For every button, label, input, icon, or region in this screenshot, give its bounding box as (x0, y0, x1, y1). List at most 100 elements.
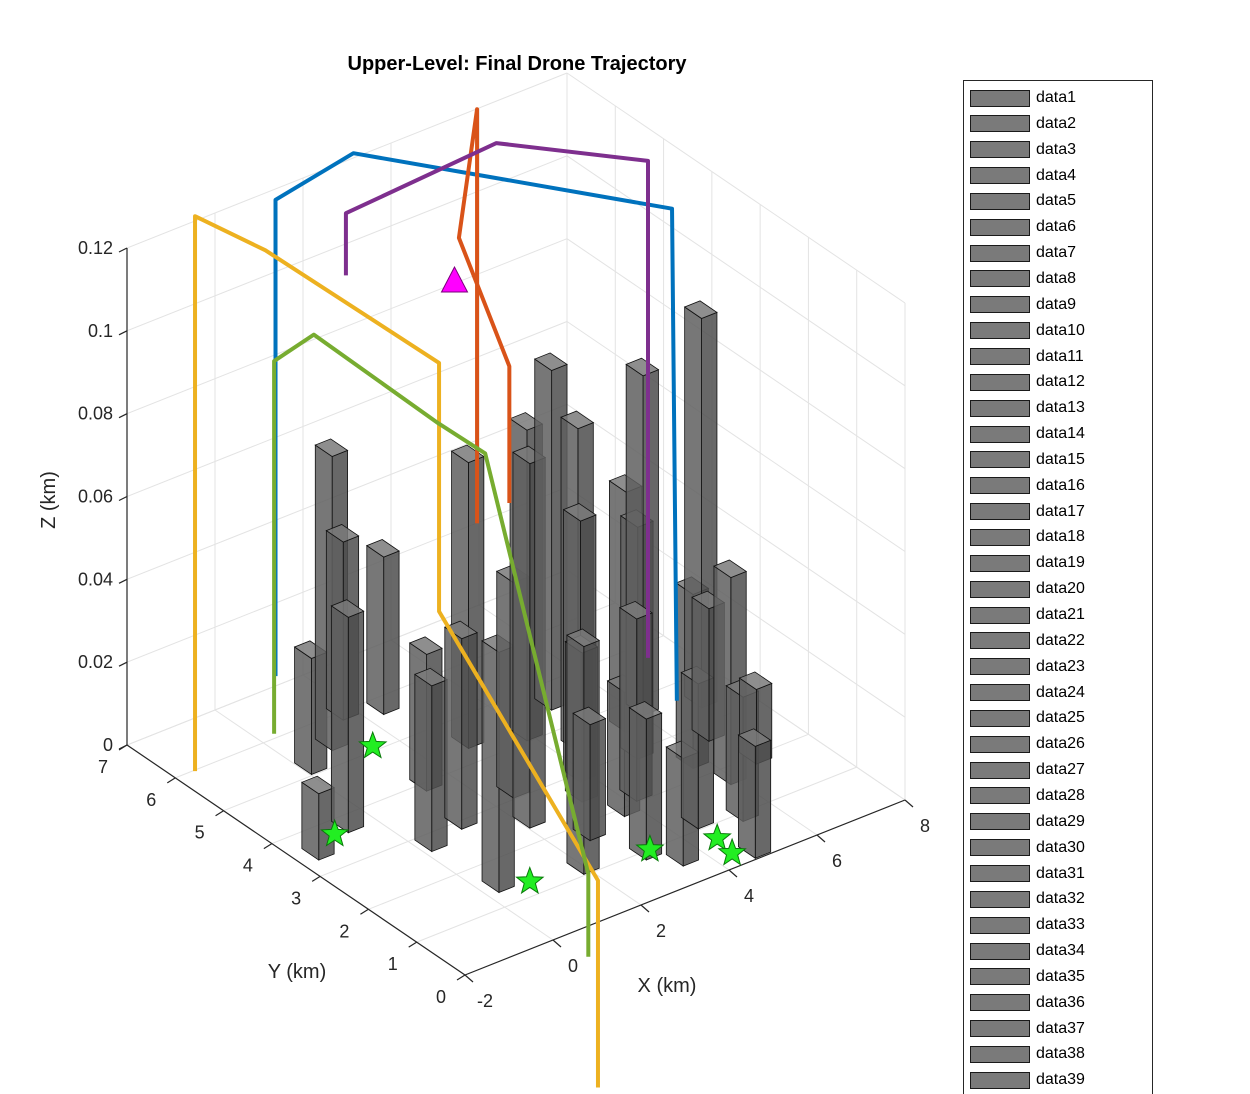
legend-entry: data28 (970, 785, 1085, 807)
legend-label: data13 (1036, 399, 1085, 417)
legend-label: data39 (1036, 1071, 1085, 1089)
legend-label: data5 (1036, 192, 1077, 210)
legend-swatch (970, 141, 1030, 159)
legend-label: data4 (1036, 166, 1077, 184)
start-marker (320, 818, 350, 847)
x-tick-label: -2 (477, 991, 493, 1011)
legend-entry: data9 (970, 294, 1076, 316)
legend-label: data11 (1036, 347, 1084, 365)
legend-swatch (970, 1020, 1030, 1038)
legend-label: data1 (1036, 89, 1077, 106)
y-axis-line (126, 744, 466, 976)
x-tick-label: 2 (656, 921, 666, 941)
legend-swatch (970, 554, 1030, 572)
start-marker (635, 833, 665, 862)
trajectories (193, 107, 679, 1088)
legend-entry: data11 (970, 346, 1084, 368)
building-front-face (347, 610, 365, 834)
building (628, 701, 663, 861)
x-tick (464, 974, 474, 983)
trajectory-2 (456, 107, 512, 524)
x-tick (640, 904, 650, 913)
legend-label: data28 (1036, 786, 1085, 804)
legend-entry: data37 (970, 1018, 1085, 1040)
legend-label: data27 (1036, 761, 1085, 779)
grid-line (566, 403, 906, 635)
legend-entry: data26 (970, 733, 1085, 755)
legend-entry: data22 (970, 630, 1085, 652)
z-axis-label: Z (km) (38, 471, 60, 529)
z-tick (118, 413, 128, 419)
building-top-face (533, 352, 568, 372)
legend-entry: data34 (970, 940, 1085, 962)
legend-entry: data13 (970, 397, 1085, 419)
y-tick (166, 777, 176, 784)
building-top-face (738, 671, 773, 690)
legend-label: data14 (1036, 425, 1085, 443)
building-top-face (683, 300, 718, 319)
chart-canvas: Upper-Level: Final Drone Trajectory -2 0 2… (38, 53, 930, 1088)
legend-entry: data30 (970, 837, 1085, 859)
building-side-face (737, 734, 756, 859)
legend-label: data8 (1036, 269, 1077, 287)
z-tick (118, 247, 128, 253)
building-top-face (628, 701, 663, 720)
building-top-face (301, 775, 335, 795)
grid-line (416, 766, 857, 943)
legend-label: data23 (1036, 657, 1085, 675)
building-top-face (325, 524, 360, 543)
legend-entry: data18 (970, 526, 1085, 548)
legend-entry: data39 (970, 1069, 1085, 1091)
legend-swatch (970, 709, 1030, 727)
legend-label: data15 (1036, 450, 1085, 468)
legend-entry: data5 (970, 190, 1076, 212)
z-tick-label: 0.08 (78, 404, 113, 424)
building-side-face (691, 596, 710, 743)
x-tick-label: 8 (920, 816, 930, 836)
building-top-face (365, 539, 400, 558)
z-tick (118, 330, 128, 336)
grid-line (214, 709, 554, 941)
legend-label: data7 (1036, 244, 1077, 262)
legend-swatch (970, 787, 1030, 805)
legend-label: data19 (1036, 554, 1085, 572)
legend-swatch (970, 658, 1030, 676)
legend-swatch (970, 735, 1030, 753)
y-tick (408, 941, 418, 948)
legend-label: data30 (1036, 838, 1085, 856)
legend-entry: data10 (970, 320, 1085, 342)
grid-line (126, 321, 568, 497)
y-tick (311, 875, 321, 882)
legend-label: data18 (1036, 528, 1085, 546)
legend-label: data32 (1036, 890, 1085, 908)
z-tick (118, 578, 128, 584)
grid-line (566, 155, 906, 387)
y-tick (215, 810, 224, 817)
z-tick-label: 0.12 (78, 238, 113, 258)
legend-swatch (970, 684, 1030, 702)
y-axis-label: Y (km) (268, 961, 327, 983)
legend-swatch (970, 322, 1030, 340)
legend-entry: data4 (970, 165, 1076, 187)
y-tick-label: 3 (291, 888, 301, 908)
trajectory-3 (193, 214, 600, 1088)
legend-swatch (970, 994, 1030, 1012)
legend-entry: data14 (970, 423, 1085, 445)
y-tick (360, 908, 369, 915)
legend-entry: data15 (970, 449, 1085, 471)
building-top-face (314, 438, 349, 457)
legend-label: data17 (1036, 502, 1085, 520)
trajectory-4 (343, 141, 650, 658)
legend-label: data21 (1036, 606, 1085, 623)
legend-label: data24 (1036, 683, 1085, 701)
legend-entry: data29 (970, 811, 1085, 833)
building (443, 620, 478, 830)
legend-label: data12 (1036, 373, 1085, 391)
legend-swatch (970, 167, 1030, 185)
legend-entry: data38 (970, 1043, 1085, 1065)
legend-swatch (970, 916, 1030, 934)
legend-swatch (970, 348, 1030, 365)
grid-line (126, 238, 568, 415)
building-top-face (572, 706, 607, 726)
legend-entry: data33 (970, 914, 1085, 936)
